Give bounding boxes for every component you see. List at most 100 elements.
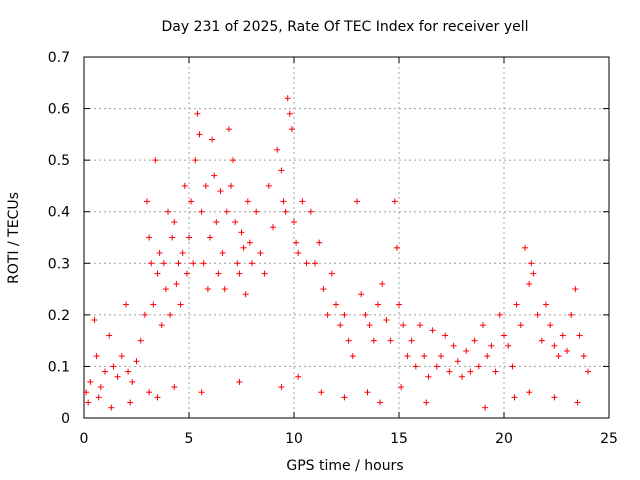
grid-lines (84, 57, 609, 418)
data-point (291, 219, 297, 226)
data-point (234, 260, 241, 267)
data-point (288, 126, 295, 133)
data-point (278, 167, 285, 174)
data-point (530, 270, 537, 277)
data-point (446, 368, 453, 375)
x-tick-label: 0 (80, 431, 89, 447)
data-point (244, 198, 251, 205)
data-point (257, 249, 264, 256)
data-point (366, 322, 373, 329)
data-point (221, 286, 228, 293)
data-point (358, 291, 365, 298)
data-point (295, 373, 302, 380)
data-point (102, 368, 108, 375)
data-point (242, 291, 249, 298)
data-point (454, 358, 461, 365)
data-point (274, 146, 281, 153)
data-point (551, 394, 558, 401)
data-point (280, 198, 287, 205)
data-point (574, 399, 581, 406)
data-point (484, 353, 491, 360)
data-point (433, 363, 440, 370)
data-point (467, 368, 474, 375)
data-point (137, 337, 144, 344)
data-point (528, 260, 535, 267)
data-point (87, 378, 94, 385)
data-point (316, 239, 323, 246)
data-point (421, 353, 428, 360)
data-point (354, 198, 360, 205)
data-point (293, 239, 300, 246)
data-point (186, 234, 192, 241)
y-tick-label: 0.4 (48, 205, 70, 221)
data-point (585, 368, 591, 375)
data-point (463, 347, 470, 354)
data-point (450, 342, 457, 349)
data-point (160, 260, 167, 267)
data-point (349, 353, 356, 360)
data-point (154, 394, 161, 401)
data-point (202, 182, 209, 189)
data-point (110, 363, 117, 370)
data-point (505, 342, 512, 349)
data-point (91, 317, 98, 324)
data-point (568, 311, 575, 318)
data-point (333, 301, 339, 308)
data-point (217, 188, 224, 195)
x-tick-label: 25 (600, 431, 618, 447)
data-point (299, 198, 306, 205)
x-tick-label: 15 (390, 431, 408, 447)
data-point (83, 389, 90, 396)
data-point (391, 198, 398, 205)
data-point (209, 136, 216, 143)
data-point (175, 260, 182, 267)
data-point (190, 260, 197, 267)
data-point (522, 244, 528, 251)
data-point (429, 327, 436, 334)
data-point (312, 260, 318, 267)
x-tick-label: 20 (495, 431, 513, 447)
data-point (345, 337, 352, 344)
data-point (337, 322, 344, 329)
data-point (204, 286, 211, 293)
data-point (152, 157, 159, 164)
plot-frame (83, 56, 610, 419)
data-point (141, 311, 148, 318)
data-point (207, 234, 213, 241)
data-point (580, 353, 587, 360)
data-point (198, 208, 205, 215)
data-point (398, 384, 405, 391)
data-point (118, 353, 125, 360)
data-point (341, 394, 348, 401)
data-point (555, 353, 562, 360)
data-point (144, 198, 150, 205)
data-point (370, 337, 377, 344)
y-tick-label: 0.3 (48, 256, 70, 272)
data-point (215, 270, 222, 277)
data-point (488, 342, 495, 349)
data-point (459, 373, 465, 380)
data-point (341, 311, 348, 318)
data-point (127, 399, 134, 406)
data-point (375, 301, 381, 308)
data-point (551, 342, 558, 349)
data-point (393, 244, 400, 251)
data-point (404, 353, 411, 360)
data-point (471, 337, 478, 344)
data-point (526, 389, 533, 396)
data-point (438, 353, 444, 360)
data-point (261, 270, 268, 277)
data-point (513, 301, 520, 308)
data-point (475, 363, 482, 370)
data-point (213, 219, 220, 226)
data-point (177, 301, 184, 308)
y-axis-label: ROTI / TECUs (6, 192, 22, 284)
data-point (236, 378, 243, 385)
data-point (200, 260, 207, 267)
data-point (123, 301, 129, 308)
data-point (106, 332, 113, 339)
x-tick-label: 10 (285, 431, 303, 447)
y-tick-label: 0.5 (48, 153, 70, 169)
data-point (278, 384, 285, 391)
y-tick-label: 0.6 (48, 102, 70, 118)
